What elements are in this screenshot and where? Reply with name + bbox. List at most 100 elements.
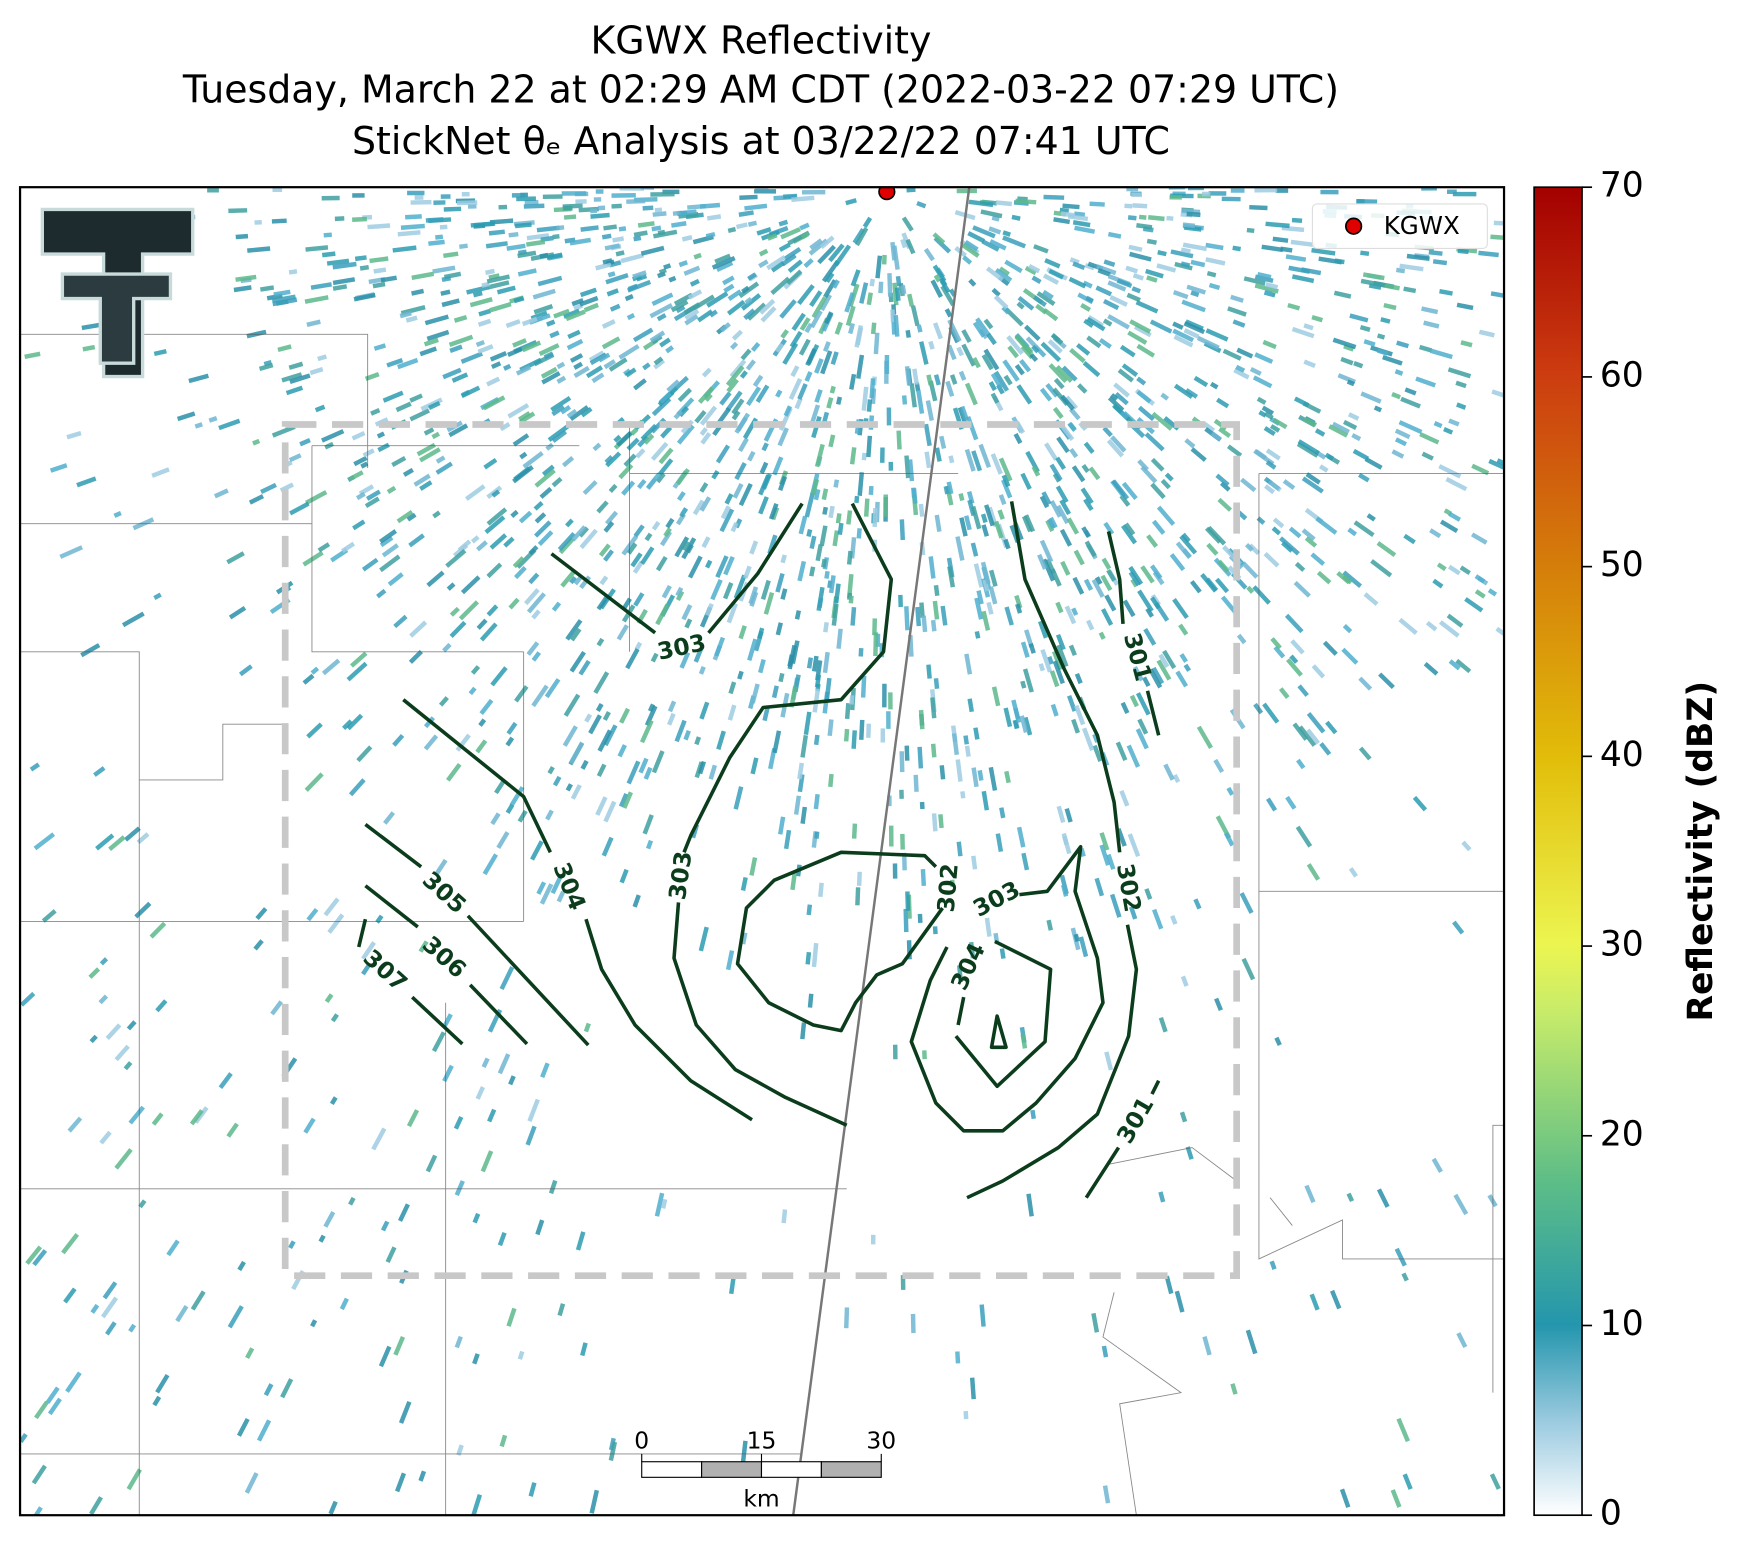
radar-gate [306,907,319,922]
radar-gate [537,275,563,287]
radar-gate [938,814,944,829]
radar-gate [974,597,984,620]
radar-gate [1270,637,1282,650]
radar-gate [1489,1473,1501,1490]
radar-gate [770,276,791,295]
radar-gate [1104,1051,1114,1071]
radar-gate [1352,448,1370,461]
contour [966,501,1139,1200]
radar-gate [528,545,539,556]
radar-gate [1491,389,1505,400]
radar-gate [821,259,840,283]
radar-gate [778,816,786,835]
radar-gate [556,225,565,231]
radar-gate [271,294,296,303]
radar-gate [819,235,835,249]
radar-gate [505,319,521,329]
radar-gate [448,423,469,438]
radar-gate [661,584,672,599]
radar-gate [689,278,700,287]
radar-gate [1265,221,1290,229]
radar-gate [646,472,661,490]
radar-gate [642,814,654,835]
radar-gate [1149,319,1173,334]
radar-gate [302,550,324,567]
radar-gate [986,332,997,346]
radar-gate [534,520,552,538]
radar-gate [911,488,918,504]
radar-gate [822,651,830,674]
radar-gate [704,603,714,617]
radar-gate [933,678,940,689]
radar-gate [442,367,462,380]
radar-gate [697,760,707,775]
radar-gate [958,370,967,381]
radar-gate [858,648,864,657]
radar-gate [956,188,977,194]
radar-gate [1314,428,1326,437]
radar-gate [767,233,778,241]
radar-gate [912,368,919,385]
radar-gate [443,206,462,212]
radar-gate [1403,533,1416,545]
legend-marker [1345,217,1363,235]
radar-gate [66,430,82,440]
radar-gate [859,719,865,740]
radar-gate [734,412,750,434]
radar-gate [1241,561,1259,579]
radar-gate [698,665,706,675]
radar-gate [844,703,851,720]
radar-gate [304,772,324,792]
radar-gate [787,644,797,670]
radar-gate [1086,619,1095,631]
radar-gate [489,350,508,362]
radar-gate [514,222,532,229]
radar-gate [726,602,738,624]
radar-gate [590,212,610,219]
radar-gate [1122,599,1136,618]
radar-gate [1443,427,1454,435]
radar-gate [637,221,655,228]
radar-gate [955,759,963,782]
radar-gate [580,225,599,232]
radar-gate [573,576,582,586]
radar-gate [1119,410,1129,420]
radar-gate [1146,534,1159,548]
radar-gate [589,1489,600,1514]
radar-gate [1232,319,1246,328]
radar-gate [926,664,932,679]
radar-gate [1347,412,1360,421]
radar-gate [1320,189,1339,195]
radar-gate [928,340,935,350]
radar-gate [1106,438,1125,458]
radar-gate [31,1464,47,1485]
radar-gate [997,509,1005,520]
radar-gate [509,786,525,807]
radar-gate [1447,189,1457,194]
radar-gate [1023,716,1033,736]
radar-gate [556,375,567,384]
radar-gate [1089,201,1105,207]
radar-gate [964,745,971,757]
radar-gate [534,468,556,488]
radar-gate [1186,211,1201,218]
radar-gate [825,272,835,284]
radar-gate [1178,623,1189,636]
radar-gate [1213,758,1225,774]
radar-gate [752,374,764,388]
radar-gate [588,714,602,735]
radar-gate [1230,294,1244,303]
radar-gate [800,1022,807,1040]
contour [364,823,590,1047]
radar-gate [1380,317,1391,324]
scale-label: 0 [634,1426,649,1454]
radar-gate [569,650,586,673]
radar-gate [783,829,792,850]
radar-gate [1061,884,1069,897]
radar-gate [632,327,654,343]
radar-gate [356,745,373,763]
radar-gate [836,628,843,649]
radar-gate [969,1377,976,1400]
radar-gate [797,383,808,400]
radar-gate [675,590,685,602]
